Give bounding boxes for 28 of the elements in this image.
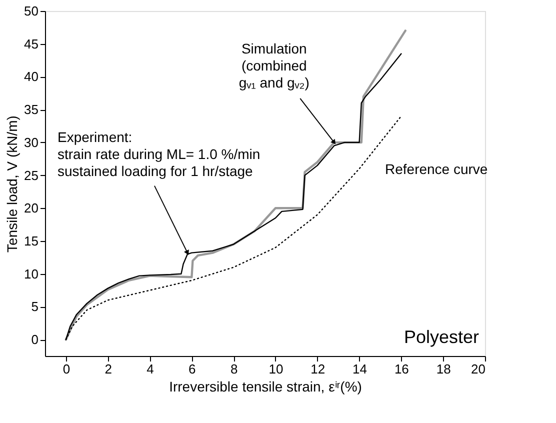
y-tick-label: 40: [24, 69, 38, 84]
x-tick-label: 2: [104, 362, 112, 376]
x-tick-label: 16: [394, 362, 409, 376]
annotation: Polyester: [404, 327, 479, 347]
y-tick-label: 45: [24, 36, 38, 52]
y-tick-label: 30: [24, 134, 38, 150]
y-tick-label: 10: [24, 266, 38, 282]
y-tick-label: 35: [24, 102, 38, 118]
annotation: Experiment: strain rate during ML= 1.0 %/min sustained loading for 1 hr/stage: [57, 128, 260, 179]
x-tick-label: 18: [436, 362, 451, 376]
x-tick-label: 12: [310, 362, 326, 376]
x-tick-label: 20: [471, 362, 486, 376]
annotation: Reference curve: [385, 161, 488, 177]
y-tick-label: 20: [24, 200, 38, 216]
y-tick-label: 15: [24, 234, 38, 248]
y-tick-label: 0: [31, 332, 38, 348]
y-axis-title: Tensile load, V (kN/m): [4, 116, 20, 252]
y-tick-label: 5: [31, 299, 38, 314]
x-tick-label: 0: [62, 362, 70, 376]
x-axis-title: Irreversible tensile strain, εⁱʳ(%): [169, 378, 362, 394]
y-tick-label: 25: [24, 168, 38, 183]
x-tick-label: 14: [352, 362, 368, 376]
annotation: Simulation (combined gᵥ₁ and gᵥ₂): [238, 40, 310, 90]
x-tick-label: 10: [268, 362, 284, 376]
x-tick-label: 8: [230, 362, 238, 376]
x-tick-label: 4: [146, 362, 154, 376]
x-tick-label: 6: [188, 362, 196, 376]
y-tick-label: 50: [24, 4, 38, 18]
